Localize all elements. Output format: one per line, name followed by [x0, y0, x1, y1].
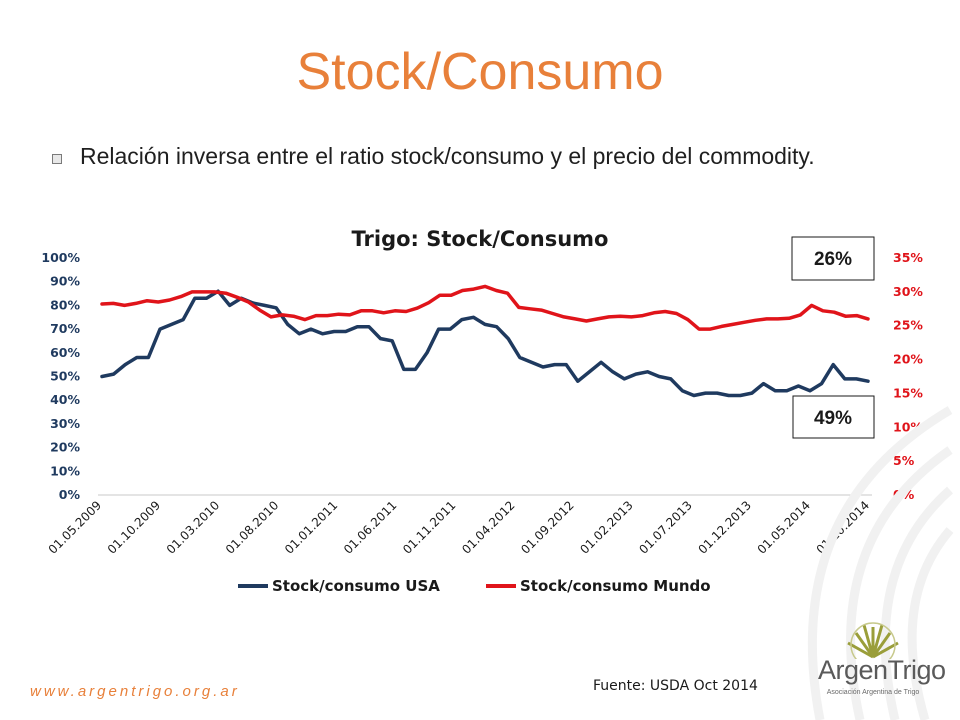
- callout-label-mundo: 26%: [814, 249, 852, 270]
- left-tick-label: 60%: [50, 345, 80, 360]
- left-tick-label: 100%: [41, 250, 80, 265]
- left-tick-label: 40%: [50, 392, 80, 407]
- chart-title: Trigo: Stock/Consumo: [352, 227, 609, 251]
- left-axis: 0% 10% 20% 30% 40% 50% 60% 70% 80% 90% 100%: [41, 250, 80, 502]
- right-tick-label: 5%: [893, 453, 915, 468]
- right-tick-label: 25%: [893, 318, 923, 333]
- callout-usa: 49%: [792, 395, 875, 439]
- callout-mundo: 26%: [791, 236, 875, 281]
- right-tick-label: 35%: [893, 250, 923, 265]
- argentrigo-logo: ArgenTrigo Asociación Argentina de Trigo: [818, 615, 946, 715]
- legend-label-usa: Stock/consumo USA: [272, 577, 440, 595]
- chart: Trigo: Stock/Consumo 0% 10% 20% 30% 40% 50% 60…: [41, 227, 923, 595]
- callout-box-usa: [792, 395, 875, 439]
- callout-box-mundo: [791, 236, 875, 281]
- x-tick-label: 01.10.2009: [105, 498, 163, 556]
- x-tick-label: 01.04.2012: [459, 498, 517, 556]
- right-tick-label: 20%: [893, 352, 923, 367]
- square-bullet-icon: [52, 154, 62, 164]
- x-tick-label: 01.01.2011: [282, 498, 340, 556]
- left-tick-label: 80%: [50, 297, 80, 312]
- legend-label-mundo: Stock/consumo Mundo: [520, 577, 711, 595]
- x-tick-label: 01.05.2009: [46, 498, 104, 556]
- bullet-text: Relación inversa entre el ratio stock/co…: [80, 143, 815, 169]
- left-tick-label: 50%: [50, 369, 80, 384]
- left-tick-label: 30%: [50, 416, 80, 431]
- website-url: www.argentrigo.org.ar: [30, 683, 240, 700]
- source-note: Fuente: USDA Oct 2014: [593, 678, 758, 694]
- x-tick-label: 01.06.2011: [341, 498, 399, 556]
- wheat-logo-icon: [847, 622, 899, 668]
- x-tick-label: 01.11.2011: [400, 498, 458, 556]
- logo-wordmark: ArgenTrigo: [818, 655, 946, 685]
- series-line-usa: [100, 289, 870, 398]
- left-tick-label: 10%: [50, 463, 80, 478]
- left-tick-label: 0%: [59, 487, 81, 502]
- bullet-point: Relación inversa entre el ratio stock/co…: [52, 143, 952, 175]
- right-tick-label: 30%: [893, 284, 923, 299]
- x-tick-label: 01.03.2010: [164, 498, 222, 556]
- background-decoration: [807, 406, 954, 720]
- callout-label-usa: 49%: [814, 408, 852, 429]
- left-tick-label: 20%: [50, 440, 80, 455]
- legend: Stock/consumo USA Stock/consumo Mundo: [238, 577, 711, 595]
- left-tick-label: 70%: [50, 321, 80, 336]
- logo-subtitle: Asociación Argentina de Trigo: [826, 689, 920, 696]
- series-line-mundo: [100, 284, 870, 331]
- left-tick-label: 90%: [50, 274, 80, 289]
- x-tick-label: 01.09.2012: [518, 498, 576, 556]
- x-tick-label: 01.08.2010: [223, 498, 281, 556]
- x-tick-label: 01.07.2013: [636, 498, 694, 556]
- right-tick-label: 15%: [893, 385, 923, 400]
- series-lines: [100, 284, 870, 398]
- slide-title: Stock/Consumo: [296, 43, 664, 101]
- x-tick-label: 01.02.2013: [577, 498, 635, 556]
